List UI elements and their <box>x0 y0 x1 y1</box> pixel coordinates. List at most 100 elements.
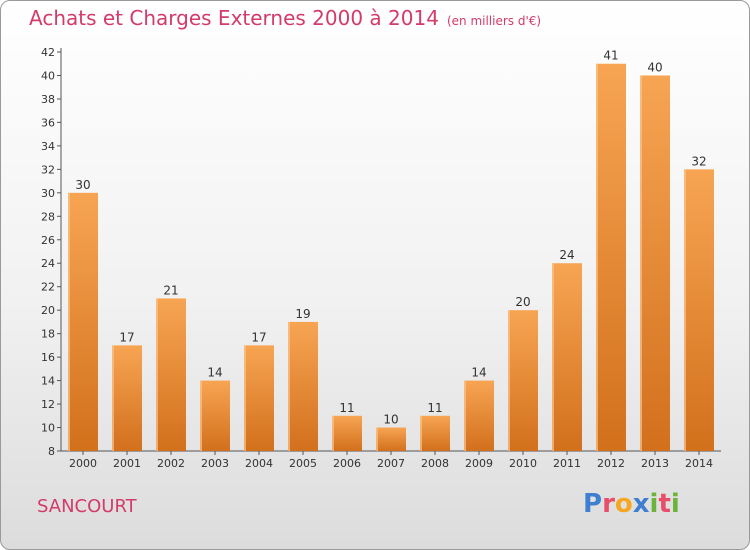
chart-subtitle: (en milliers d'€) <box>446 14 542 28</box>
bar-value-label: 14 <box>207 366 222 380</box>
bar-group: 10 <box>376 413 406 451</box>
y-tick-label: 26 <box>41 234 55 247</box>
x-tick-label: 2003 <box>201 457 229 470</box>
x-tick-label: 2006 <box>333 457 361 470</box>
x-tick-label: 2008 <box>421 457 449 470</box>
y-tick-label: 28 <box>41 210 55 223</box>
x-tick-label: 2000 <box>69 457 97 470</box>
bar-value-label: 30 <box>75 178 90 192</box>
bar <box>200 380 230 451</box>
bar <box>244 345 274 451</box>
bar-value-label: 10 <box>383 413 398 427</box>
bar-group: 20 <box>508 295 538 451</box>
bar-group: 11 <box>332 401 362 451</box>
y-tick-label: 34 <box>41 140 55 153</box>
x-tick-label: 2009 <box>465 457 493 470</box>
bar-value-label: 41 <box>603 49 618 63</box>
bar-highlight <box>464 380 466 451</box>
x-tick-label: 2004 <box>245 457 273 470</box>
bars: 30 17 21 14 17 19 11 10 11 14 20 24 41 40 32 <box>68 49 714 452</box>
x-tick-label: 2014 <box>685 457 713 470</box>
bar-highlight <box>288 321 290 451</box>
bar-highlight <box>552 263 554 451</box>
x-tick-label: 2011 <box>553 457 581 470</box>
bar-group: 21 <box>156 283 186 451</box>
bar <box>288 321 318 451</box>
bar-highlight <box>112 345 114 451</box>
bar-value-label: 24 <box>559 248 574 262</box>
bar-highlight <box>376 427 378 451</box>
y-tick-label: 42 <box>41 46 55 59</box>
bar-value-label: 21 <box>163 283 178 297</box>
bar <box>376 427 406 451</box>
bar <box>112 345 142 451</box>
y-tick-label: 24 <box>41 257 55 270</box>
bar <box>156 298 186 451</box>
bar-highlight <box>420 415 422 451</box>
bar-value-label: 19 <box>295 307 310 321</box>
bar-highlight <box>332 415 334 451</box>
bar-group: 30 <box>68 178 98 451</box>
x-tick-label: 2012 <box>597 457 625 470</box>
bar-highlight <box>244 345 246 451</box>
bar-group: 11 <box>420 401 450 451</box>
bar-highlight <box>596 63 598 452</box>
x-tick-label: 2005 <box>289 457 317 470</box>
bar-value-label: 17 <box>119 330 134 344</box>
y-tick-label: 14 <box>41 375 55 388</box>
y-tick-label: 30 <box>41 187 55 200</box>
axes: 8 10 12 14 16 18 20 22 24 26 28 30 32 34 36 38 40 42 2000 2… <box>41 46 721 470</box>
bar-highlight <box>640 75 642 452</box>
proxiti-logo[interactable]: Proxiti <box>583 489 680 519</box>
bar-group: 24 <box>552 248 582 451</box>
bar <box>552 263 582 451</box>
city-name: SANCOURT <box>37 496 137 517</box>
bar-highlight <box>156 298 158 451</box>
bar <box>508 310 538 451</box>
bar-highlight <box>68 192 70 451</box>
bar-value-label: 40 <box>647 60 662 74</box>
x-tick-label: 2007 <box>377 457 405 470</box>
bar-value-label: 14 <box>471 366 486 380</box>
bar-value-label: 11 <box>427 401 442 415</box>
y-tick-label: 22 <box>41 281 55 294</box>
x-tick-label: 2001 <box>113 457 141 470</box>
y-tick-label: 12 <box>41 398 55 411</box>
x-tick-label: 2010 <box>509 457 537 470</box>
bar-group: 14 <box>200 366 230 451</box>
bar-group: 17 <box>112 330 142 451</box>
bar-value-label: 11 <box>339 401 354 415</box>
y-tick-label: 10 <box>41 422 55 435</box>
bar <box>640 75 670 452</box>
y-tick-label: 38 <box>41 93 55 106</box>
bar-group: 41 <box>596 49 626 452</box>
bar-group: 14 <box>464 366 494 451</box>
bar <box>596 63 626 452</box>
bar <box>684 169 714 451</box>
bar-value-label: 32 <box>691 154 706 168</box>
bar-highlight <box>684 169 686 451</box>
bar <box>420 415 450 451</box>
bar <box>68 192 98 451</box>
x-tick-label: 2013 <box>641 457 669 470</box>
y-tick-label: 8 <box>48 445 55 458</box>
y-tick-label: 36 <box>41 116 55 129</box>
y-tick-label: 16 <box>41 351 55 364</box>
bar-highlight <box>200 380 202 451</box>
bar-group: 19 <box>288 307 318 451</box>
chart-title-text: Achats et Charges Externes 2000 à 2014 <box>29 6 439 30</box>
bar-value-label: 17 <box>251 330 266 344</box>
bar-value-label: 20 <box>515 295 530 309</box>
bar-group: 17 <box>244 330 274 451</box>
bar <box>332 415 362 451</box>
chart-title: Achats et Charges Externes 2000 à 2014 (e… <box>29 6 541 30</box>
y-tick-label: 20 <box>41 304 55 317</box>
bar <box>464 380 494 451</box>
y-tick-label: 18 <box>41 328 55 341</box>
bar-group: 40 <box>640 60 670 452</box>
bar-highlight <box>508 310 510 451</box>
y-tick-label: 40 <box>41 69 55 82</box>
y-tick-label: 32 <box>41 163 55 176</box>
